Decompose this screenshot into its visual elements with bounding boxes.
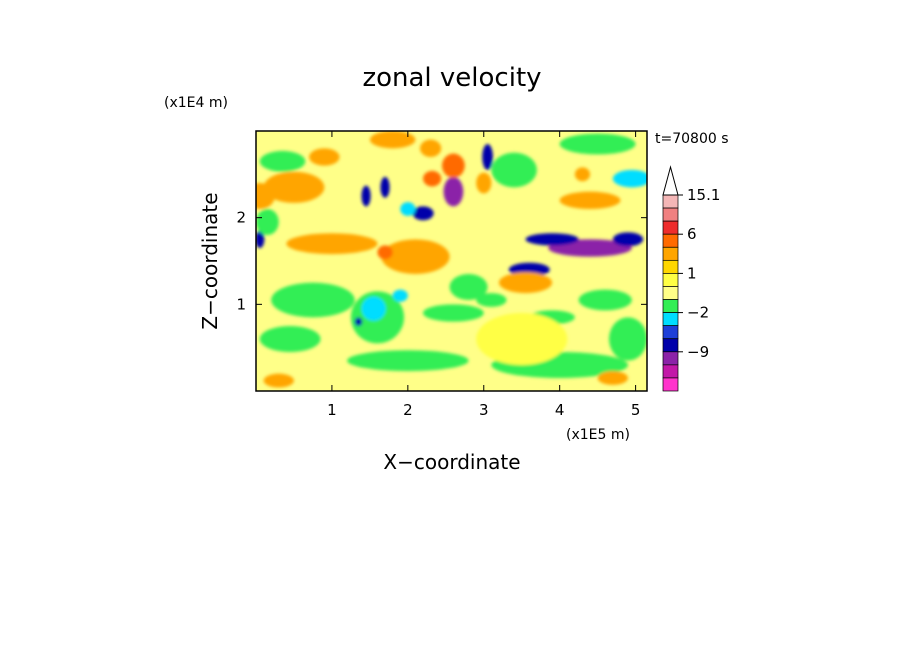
colorbar-cell xyxy=(662,338,679,353)
colorbar-cell xyxy=(662,246,679,261)
contour-region xyxy=(525,233,579,246)
contour-region xyxy=(491,152,537,188)
contour-region xyxy=(256,230,265,248)
contour-region xyxy=(476,313,568,365)
contour-region xyxy=(578,289,632,311)
contour-region xyxy=(609,317,647,361)
colorbar-cell xyxy=(662,299,679,313)
colorbar-label: −2 xyxy=(687,304,709,322)
x-tick-label: 2 xyxy=(403,401,413,419)
contour-region xyxy=(443,176,464,207)
y-unit-label: (x1E4 m) xyxy=(164,95,228,111)
y-tick-label: 2 xyxy=(236,209,246,227)
colorbar-cell xyxy=(662,207,679,222)
contour-region xyxy=(316,202,363,224)
contour-region xyxy=(369,131,416,149)
time-label: t=70800 s xyxy=(655,131,729,147)
x-axis-ticks: 1 2 3 4 5 xyxy=(327,131,640,419)
chart-title: zonal velocity xyxy=(362,63,541,93)
x-tick-label: 1 xyxy=(327,401,337,419)
colorbar-cell xyxy=(662,194,679,209)
x-tick-label: 4 xyxy=(555,401,565,419)
colorbar-cell xyxy=(662,259,679,274)
colorbar-cell xyxy=(662,220,679,235)
contour-region xyxy=(347,350,469,372)
contour-region xyxy=(498,272,553,294)
contour-region xyxy=(482,144,493,170)
x-unit-label: (x1E5 m) xyxy=(566,427,630,443)
contour-region xyxy=(381,239,450,274)
colorbar: 15.1 6 1 −2 −9 xyxy=(662,165,720,392)
contour-region xyxy=(361,296,386,321)
contour-region xyxy=(423,170,442,187)
contour-region xyxy=(354,317,363,326)
contour-region xyxy=(286,233,378,255)
contour-region xyxy=(256,183,275,209)
contour-region xyxy=(361,185,371,207)
contour-region xyxy=(559,133,636,155)
contour-region xyxy=(442,153,465,178)
colorbar-cell xyxy=(662,364,679,379)
y-tick-label: 1 xyxy=(236,295,246,313)
colorbar-cell xyxy=(662,377,679,392)
contour-regions xyxy=(256,131,647,388)
colorbar-cell xyxy=(662,286,679,300)
colorbar-label: −9 xyxy=(687,343,709,361)
contour-region xyxy=(271,282,355,318)
contour-region xyxy=(559,191,621,209)
contour-region xyxy=(419,139,442,157)
contour-region xyxy=(259,150,306,172)
contour-region xyxy=(380,176,390,198)
contour-region xyxy=(449,274,488,300)
contour-region xyxy=(256,209,279,235)
colorbar-cell xyxy=(662,312,679,327)
colorbar-label: 1 xyxy=(687,264,697,282)
contour-region xyxy=(392,289,408,302)
contour-region xyxy=(612,232,644,247)
plot-area xyxy=(256,131,647,391)
x-tick-label: 3 xyxy=(479,401,489,419)
plot-frame xyxy=(255,130,648,392)
colorbar-label: 6 xyxy=(687,225,697,243)
colorbar-cell xyxy=(662,325,679,340)
colorbar-label: 15.1 xyxy=(687,186,720,204)
x-axis-label: X−coordinate xyxy=(383,450,520,474)
contour-region xyxy=(263,171,325,203)
colorbar-cell xyxy=(662,233,679,248)
contour-region xyxy=(612,170,647,188)
contour-region xyxy=(574,167,591,182)
contour-region xyxy=(476,172,492,194)
contour-region xyxy=(259,326,321,352)
contour-region xyxy=(377,245,393,260)
contour-region xyxy=(423,304,484,322)
contour-region xyxy=(263,373,294,388)
x-tick-label: 5 xyxy=(631,401,641,419)
contour-region xyxy=(309,148,340,166)
y-axis-label: Z−coordinate xyxy=(198,192,222,329)
y-axis-ticks: 12 xyxy=(236,209,647,313)
contour-region xyxy=(412,206,434,221)
colorbar-cell xyxy=(662,351,679,366)
colorbar-arrow xyxy=(662,165,679,196)
contour-region xyxy=(476,293,507,307)
contour-region xyxy=(597,371,629,385)
colorbar-cell xyxy=(662,273,679,287)
contour-region xyxy=(400,202,416,216)
